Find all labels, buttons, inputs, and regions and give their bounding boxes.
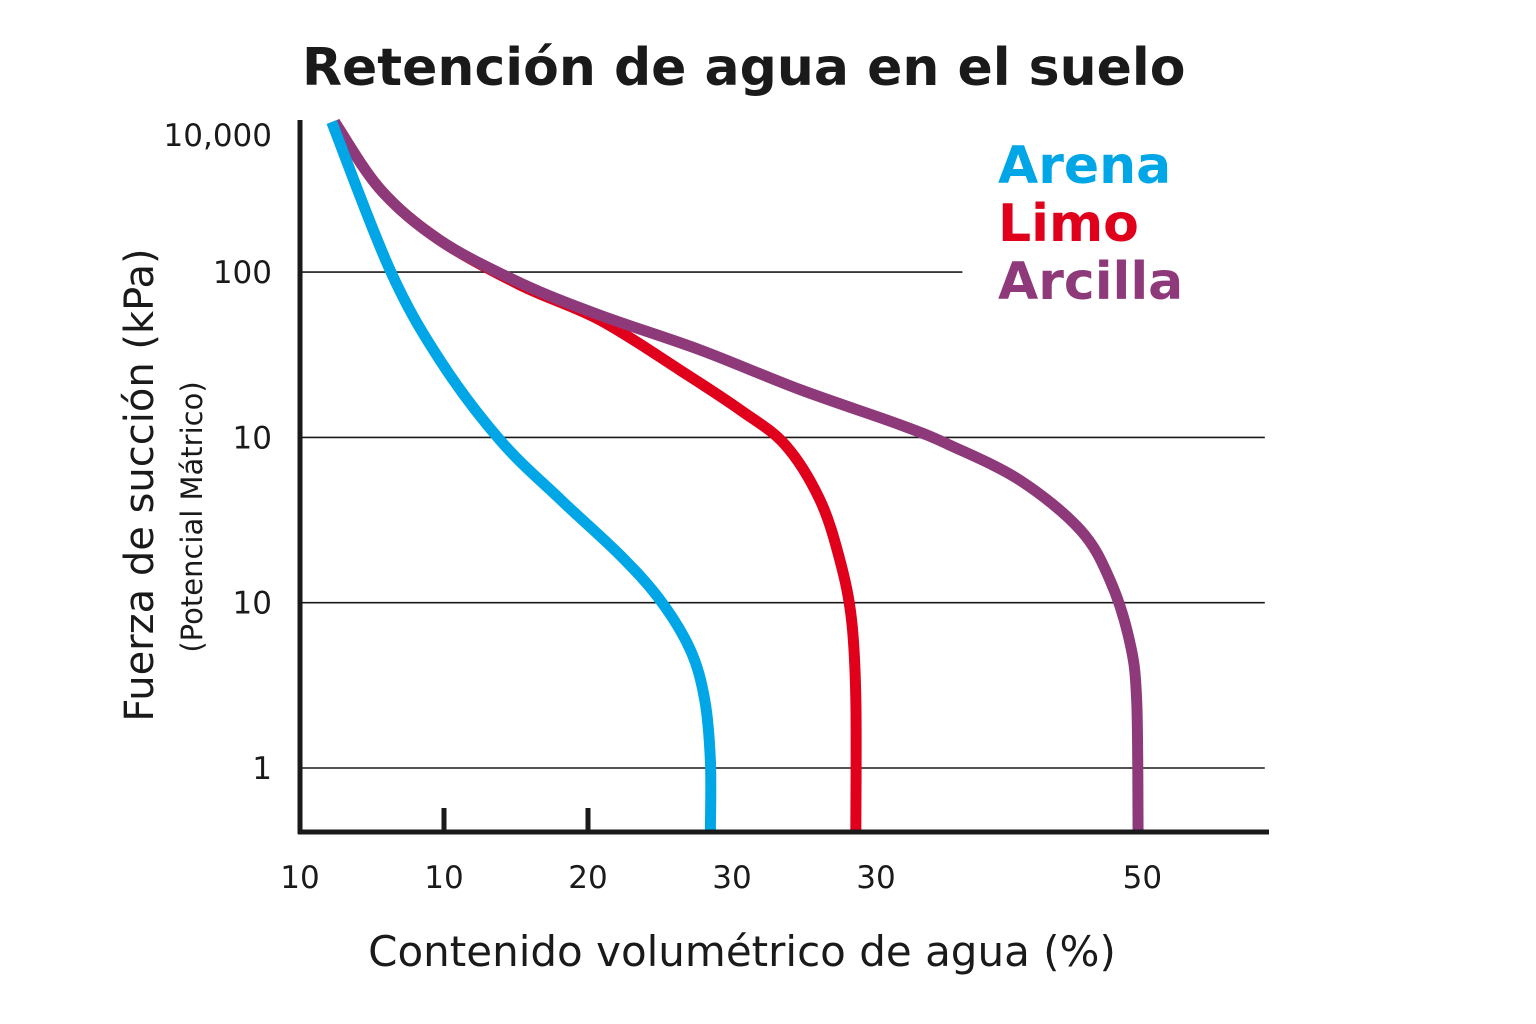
y-tick-label: 10,000 — [164, 118, 272, 154]
series-arcilla-line — [329, 118, 1144, 831]
legend-item-limo: Limo — [998, 194, 1139, 254]
y-tick-label: 100 — [213, 255, 272, 291]
x-ticks: 10 10 20 30 30 50 — [280, 808, 1162, 896]
x-tick-label: 10 — [424, 860, 463, 896]
x-tick-label: 30 — [712, 860, 751, 896]
x-tick-label: 50 — [1123, 860, 1162, 896]
gridlines — [300, 271, 1265, 769]
y-axis-sublabel: (Potencial Mátrico) — [175, 381, 209, 652]
series-limo-line — [329, 118, 862, 831]
x-tick-label: 10 — [280, 860, 319, 896]
x-tick-label: 20 — [568, 860, 607, 896]
x-axis-label: Contenido volumétrico de agua (%) — [368, 927, 1116, 976]
legend-item-arena: Arena — [998, 136, 1171, 196]
y-tick-label: 10 — [233, 586, 272, 622]
y-tick-label: 1 — [252, 751, 272, 787]
curves — [326, 118, 1144, 831]
y-tick-label: 10 — [233, 420, 272, 456]
legend-item-arcilla: Arcilla — [998, 252, 1183, 312]
y-axis-label: Fuerza de succión (kPa) — [117, 248, 163, 721]
y-ticks: 1 10 10 100 10,000 — [164, 118, 272, 787]
chart-title: Retención de agua en el suelo — [302, 38, 1185, 98]
series-arena-line — [326, 119, 717, 831]
x-tick-label: 30 — [856, 860, 895, 896]
